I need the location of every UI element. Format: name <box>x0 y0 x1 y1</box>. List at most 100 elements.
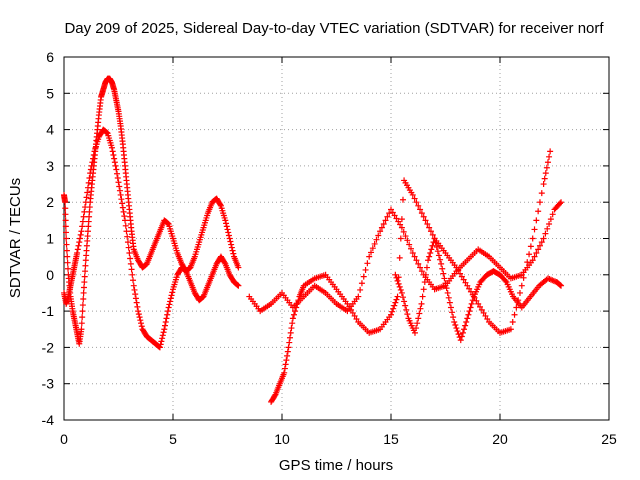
data-point <box>465 311 472 318</box>
data-point <box>111 159 118 166</box>
data-point <box>403 306 410 313</box>
y-tick-label: 6 <box>46 49 54 65</box>
y-tick-label: 4 <box>46 122 54 138</box>
data-point <box>415 260 422 267</box>
data-point <box>368 249 375 256</box>
data-point <box>549 211 556 218</box>
data-point <box>480 309 487 316</box>
data-point <box>432 239 439 246</box>
chart-title: Day 209 of 2025, Sidereal Day-to-day VTE… <box>64 20 604 37</box>
data-point <box>478 306 485 313</box>
data-point <box>129 271 136 278</box>
data-point <box>399 196 406 203</box>
data-point <box>391 302 398 309</box>
data-point <box>391 212 398 219</box>
data-point <box>454 328 461 335</box>
data-point <box>82 268 89 275</box>
data-point <box>80 284 87 291</box>
data-point <box>64 265 71 272</box>
axis-ticks: 0 5 10 15 20 25 -4 -3 -2 -1 0 1 2 3 4 5 6 <box>42 49 617 447</box>
data-point <box>164 220 171 227</box>
data-point <box>427 228 434 235</box>
data-point <box>84 189 91 196</box>
data-point <box>82 262 89 269</box>
data-point <box>288 325 295 332</box>
data-point <box>417 305 424 312</box>
x-tick-label: 20 <box>492 431 508 447</box>
data-point <box>109 148 116 155</box>
data-point <box>420 213 427 220</box>
data-point <box>556 200 563 207</box>
data-point <box>118 196 125 203</box>
data-point <box>536 242 543 249</box>
data-point <box>461 326 468 333</box>
data-point <box>547 216 554 223</box>
data-point <box>531 226 538 233</box>
data-point <box>132 295 139 302</box>
data-point <box>429 242 436 249</box>
data-point <box>466 308 473 315</box>
data-point <box>414 320 421 327</box>
data-point <box>398 216 405 223</box>
data-point <box>130 277 137 284</box>
data-point <box>409 250 416 257</box>
data-point <box>62 229 69 236</box>
data-point <box>415 202 422 209</box>
data-point <box>284 348 291 355</box>
data-point <box>136 314 143 321</box>
data-point <box>513 304 520 311</box>
data-point <box>377 228 384 235</box>
data-point <box>524 259 531 266</box>
data-point <box>124 239 131 246</box>
data-point <box>442 280 449 287</box>
data-point <box>543 164 550 171</box>
data-point <box>111 155 118 162</box>
data-point <box>533 250 540 257</box>
data-point <box>397 221 404 228</box>
data-point <box>558 199 565 206</box>
data-point <box>462 322 469 329</box>
data-point <box>63 241 70 248</box>
data-point <box>467 288 474 295</box>
data-point <box>282 361 289 368</box>
data-point <box>469 297 476 304</box>
data-point <box>217 201 224 208</box>
data-point <box>82 204 89 211</box>
data-point <box>380 220 387 227</box>
data-point <box>79 314 86 321</box>
data-point <box>81 279 88 286</box>
data-point <box>384 213 391 220</box>
data-point <box>86 175 93 181</box>
data-point <box>425 257 432 264</box>
data-point <box>119 200 126 207</box>
data-point <box>225 232 232 239</box>
y-tick-label: 2 <box>46 194 54 210</box>
data-point <box>458 333 465 340</box>
data-point <box>225 229 232 236</box>
data-point <box>81 208 88 215</box>
data-point <box>79 308 86 315</box>
data-point <box>542 170 549 177</box>
data-point <box>287 329 294 336</box>
data-point <box>546 153 553 160</box>
data-point <box>119 204 126 211</box>
data-point <box>398 289 405 296</box>
data-point <box>418 268 425 275</box>
data-point <box>235 264 242 271</box>
data-point <box>88 162 95 169</box>
data-point <box>112 162 119 169</box>
y-tick-label: -4 <box>42 412 55 428</box>
x-tick-label: 5 <box>169 431 177 447</box>
data-point <box>511 311 518 318</box>
data-point <box>394 293 401 300</box>
data-point <box>462 279 469 286</box>
data-point <box>63 247 70 254</box>
data-point <box>538 190 545 197</box>
data-point <box>389 308 396 315</box>
data-point <box>421 279 428 286</box>
series-0 <box>61 75 242 347</box>
data-point <box>64 253 71 260</box>
y-tick-label: 3 <box>46 158 54 174</box>
data-point <box>116 187 123 194</box>
